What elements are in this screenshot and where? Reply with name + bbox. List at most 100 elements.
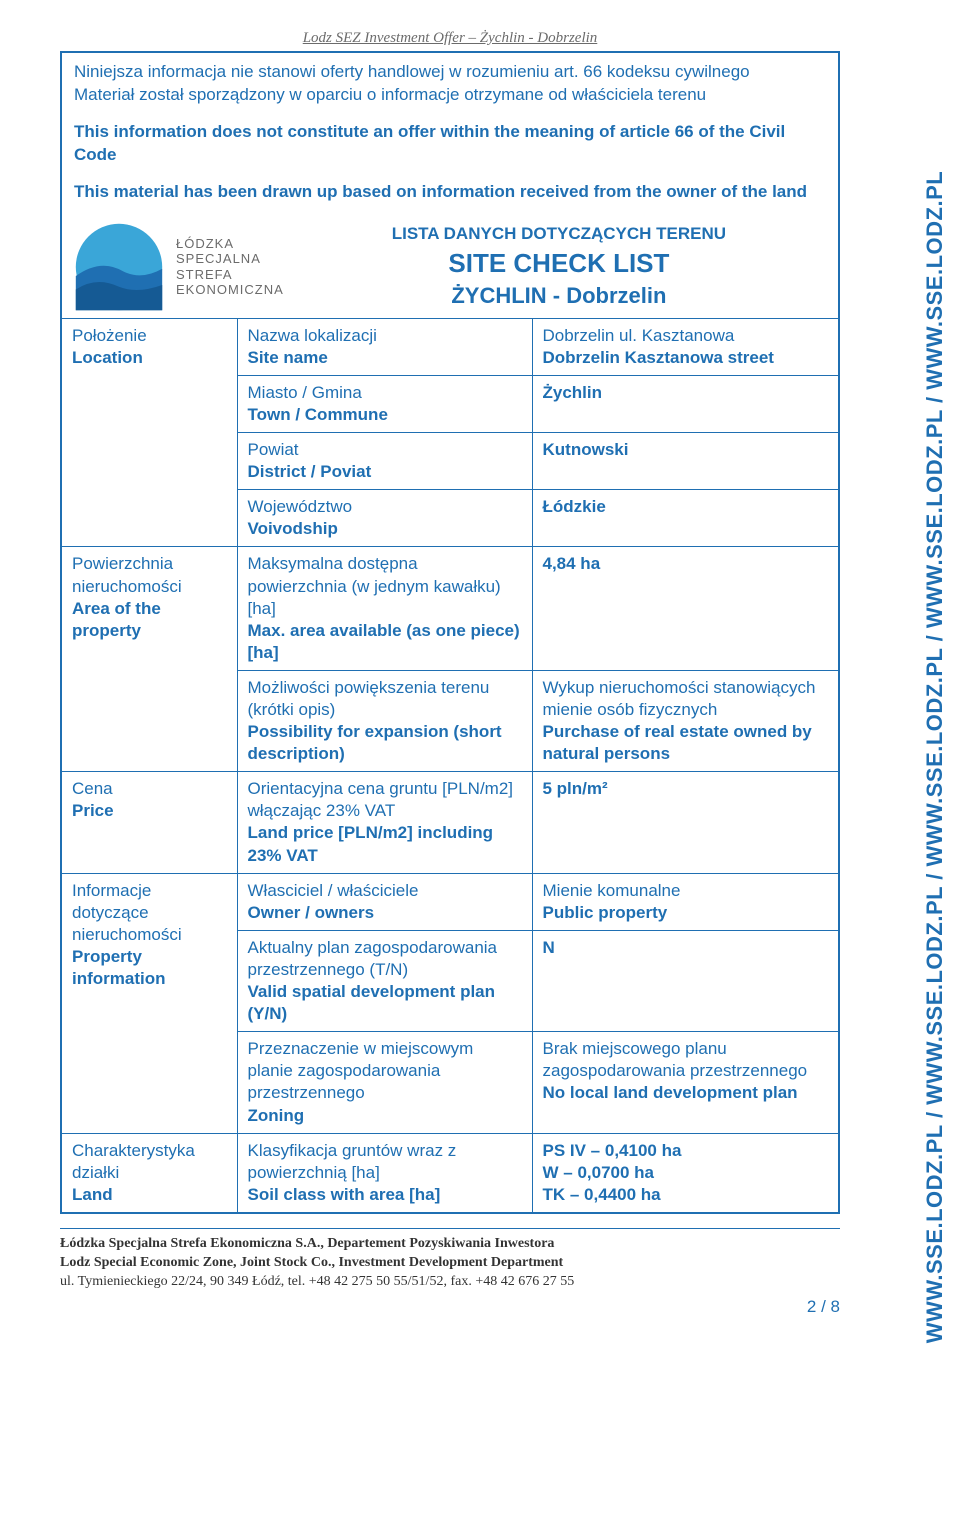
value-cell: Łódzkie [532, 490, 838, 547]
value-en: N [543, 937, 829, 959]
footer-l1: Łódzka Specjalna Strefa Ekonomiczna S.A.… [60, 1235, 840, 1254]
side-url-text: WWW.SSE.LODZ.PL / WWW.SSE.LODZ.PL / WWW.… [922, 171, 948, 1343]
label-pl: Aktualny plan zagospodarowania przestrze… [248, 937, 522, 981]
label-pl: Powiat [248, 439, 522, 461]
logo-l1: ŁÓDZKA [176, 236, 284, 252]
table-row: Powierzchnia nieruchomościArea of the pr… [62, 547, 838, 670]
intro-en2: This material has been drawn up based on… [74, 181, 826, 204]
value-en: W – 0,0700 ha [543, 1162, 829, 1184]
intro-en1: This information does not constitute an … [74, 121, 826, 167]
category-en: Area of the property [72, 598, 227, 642]
label-pl: Przeznaczenie w miejscowym planie zagosp… [248, 1038, 522, 1104]
category-cell: Charakterystyka działkiLand [62, 1133, 237, 1212]
value-cell: Kutnowski [532, 433, 838, 490]
label-en: Zoning [248, 1105, 522, 1127]
value-cell: 4,84 ha [532, 547, 838, 670]
label-en: Owner / owners [248, 902, 522, 924]
table-row: CenaPriceOrientacyjna cena gruntu [PLN/m… [62, 772, 838, 873]
value-en: Public property [543, 902, 829, 924]
label-cell: Aktualny plan zagospodarowania przestrze… [237, 930, 532, 1031]
label-cell: Maksymalna dostępna powierzchnia (w jedn… [237, 547, 532, 670]
value-cell: Mienie komunalnePublic property [532, 873, 838, 930]
value-en: 5 pln/m² [543, 778, 829, 800]
category-pl: Informacje dotyczące nieruchomości [72, 880, 227, 946]
value-en: No local land development plan [543, 1082, 829, 1104]
value-en: Dobrzelin Kasztanowa street [543, 347, 829, 369]
logo-l4: EKONOMICZNA [176, 282, 284, 298]
value-cell: Żychlin [532, 375, 838, 432]
category-cell: PołożenieLocation [62, 318, 237, 547]
value-pl: Mienie komunalne [543, 880, 829, 902]
label-cell: Miasto / GminaTown / Commune [237, 375, 532, 432]
label-en: Soil class with area [ha] [248, 1184, 522, 1206]
logo-l2: SPECJALNA [176, 251, 284, 267]
label-cell: PowiatDistrict / Poviat [237, 433, 532, 490]
value-pl: Dobrzelin ul. Kasztanowa [543, 325, 829, 347]
logo-icon [74, 222, 164, 312]
category-cell: CenaPrice [62, 772, 237, 873]
label-en: District / Poviat [248, 461, 522, 483]
label-en: Valid spatial development plan (Y/N) [248, 981, 522, 1025]
value-en: Żychlin [543, 382, 829, 404]
label-en: Land price [PLN/m2] including 23% VAT [248, 822, 522, 866]
logo-title-row: ŁÓDZKA SPECJALNA STREFA EKONOMICZNA LIST… [62, 216, 838, 318]
logo-text: ŁÓDZKA SPECJALNA STREFA EKONOMICZNA [176, 236, 284, 298]
title-l1: LISTA DANYCH DOTYCZĄCYCH TERENU [292, 224, 826, 244]
label-cell: Nazwa lokalizacjiSite name [237, 318, 532, 375]
value-en: Łódzkie [543, 496, 829, 518]
label-en: Max. area available (as one piece) [ha] [248, 620, 522, 664]
category-pl: Cena [72, 778, 227, 800]
value-en: Purchase of real estate owned by natural… [543, 721, 829, 765]
label-en: Voivodship [248, 518, 522, 540]
title-block: LISTA DANYCH DOTYCZĄCYCH TERENU SITE CHE… [284, 224, 826, 309]
label-cell: Orientacyjna cena gruntu [PLN/m2] włącza… [237, 772, 532, 873]
doc-header: Lodz SEZ Investment Offer – Żychlin - Do… [60, 30, 840, 47]
label-pl: Maksymalna dostępna powierzchnia (w jedn… [248, 553, 522, 619]
intro-pl2: Materiał został sporządzony w oparciu o … [74, 84, 826, 107]
value-cell: Dobrzelin ul. KasztanowaDobrzelin Kaszta… [532, 318, 838, 375]
table-row: PołożenieLocation Nazwa lokalizacjiSite n… [62, 318, 838, 375]
category-en: Price [72, 800, 227, 822]
category-en: Land [72, 1184, 227, 1206]
intro-pl1: Niniejsza informacja nie stanowi oferty … [74, 61, 826, 84]
title-l3: ŻYCHLIN - Dobrzelin [292, 283, 826, 309]
label-cell: Własciciel / właścicieleOwner / owners [237, 873, 532, 930]
value-cell: Brak miejscowego planu zagospodarowania … [532, 1032, 838, 1133]
label-cell: Klasyfikacja gruntów wraz z powierzchnią… [237, 1133, 532, 1212]
label-en: Possibility for expansion (short descrip… [248, 721, 522, 765]
logo-l3: STREFA [176, 267, 284, 283]
value-en: 4,84 ha [543, 553, 829, 575]
side-banner: WWW.SSE.LODZ.PL / WWW.SSE.LODZ.PL / WWW.… [910, 0, 960, 1514]
label-pl: Miasto / Gmina [248, 382, 522, 404]
value-pl: Wykup nieruchomości stanowiących mienie … [543, 677, 829, 721]
value-pl: Brak miejscowego planu zagospodarowania … [543, 1038, 829, 1082]
category-en: Location [72, 347, 227, 369]
value-cell: Wykup nieruchomości stanowiących mienie … [532, 670, 838, 771]
table-row: Informacje dotyczące nieruchomościProper… [62, 873, 838, 930]
label-pl: Możliwości powiększenia terenu (krótki o… [248, 677, 522, 721]
footer-l2: Lodz Special Economic Zone, Joint Stock … [60, 1254, 840, 1273]
value-en: PS IV – 0,4100 ha [543, 1140, 829, 1162]
page-number: 2 / 8 [60, 1296, 840, 1319]
footer: Łódzka Specjalna Strefa Ekonomiczna S.A.… [60, 1228, 840, 1319]
value-cell: PS IV – 0,4100 haW – 0,0700 haTK – 0,440… [532, 1133, 838, 1212]
category-cell: Powierzchnia nieruchomościArea of the pr… [62, 547, 237, 772]
label-cell: Przeznaczenie w miejscowym planie zagosp… [237, 1032, 532, 1133]
value-cell: N [532, 930, 838, 1031]
value-en: TK – 0,4400 ha [543, 1184, 829, 1206]
label-pl: Orientacyjna cena gruntu [PLN/m2] włącza… [248, 778, 522, 822]
main-box: Niniejsza informacja nie stanowi oferty … [60, 51, 840, 1214]
category-cell: Informacje dotyczące nieruchomościProper… [62, 873, 237, 1133]
label-pl: Województwo [248, 496, 522, 518]
table-row: Charakterystyka działkiLandKlasyfikacja … [62, 1133, 838, 1212]
label-cell: WojewództwoVoivodship [237, 490, 532, 547]
value-cell: 5 pln/m² [532, 772, 838, 873]
page-content: Lodz SEZ Investment Offer – Żychlin - Do… [0, 0, 870, 1338]
title-l2: SITE CHECK LIST [292, 248, 826, 279]
category-pl: Charakterystyka działki [72, 1140, 227, 1184]
footer-l3: ul. Tymienieckiego 22/24, 90 349 Łódź, t… [60, 1273, 840, 1292]
category-pl: Powierzchnia nieruchomości [72, 553, 227, 597]
category-pl: Położenie [72, 325, 227, 347]
label-cell: Możliwości powiększenia terenu (krótki o… [237, 670, 532, 771]
label-pl: Własciciel / właściciele [248, 880, 522, 902]
